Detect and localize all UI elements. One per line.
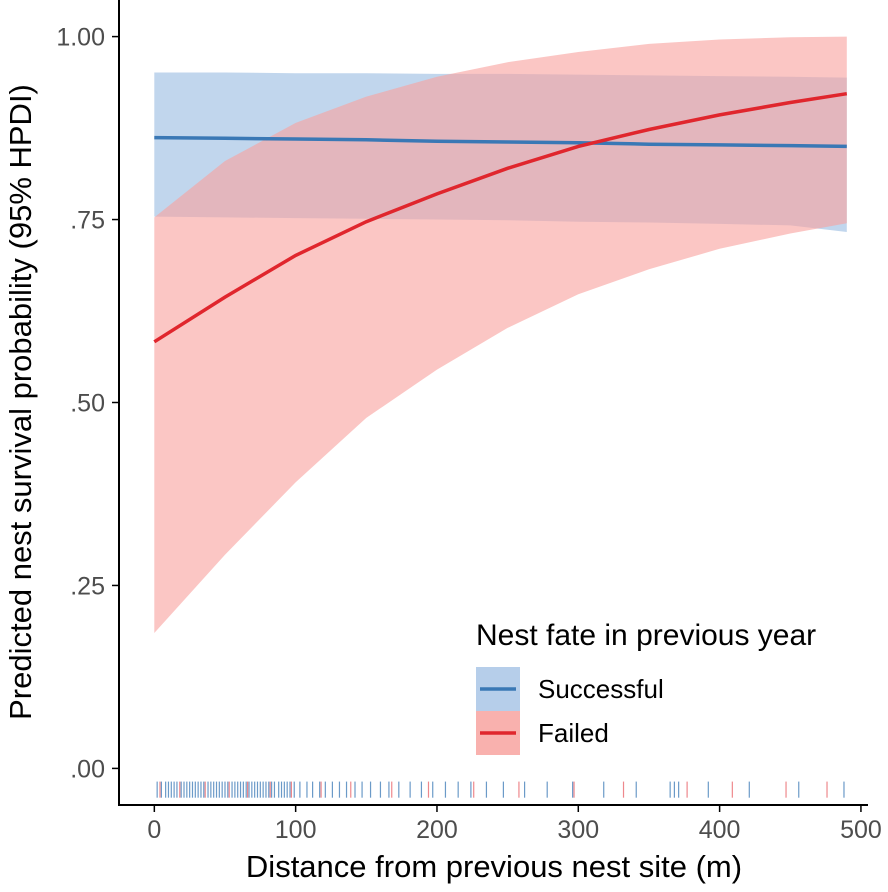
legend-keys: Successful Failed (476, 667, 664, 755)
confidence-bands (154, 36, 847, 634)
y-tick-label: .25 (70, 572, 105, 600)
legend-title: Nest fate in previous year (476, 619, 816, 652)
legend: Nest fate in previous year Successful Fai… (476, 619, 816, 755)
axes: 0 100 200 300 400 500 .00 .25 .50 .75 1.00 (56, 0, 882, 844)
x-tick-label: 500 (840, 816, 882, 844)
legend-label-failed: Failed (538, 718, 609, 748)
x-axis-title: Distance from previous nest site (m) (246, 849, 742, 884)
failed-band (154, 36, 847, 634)
y-tick-label: .50 (70, 390, 105, 418)
series-lines (153, 91, 848, 344)
y-tick-label: .00 (70, 755, 105, 783)
plot-area (153, 36, 848, 798)
y-tick-label: 1.00 (56, 24, 105, 52)
y-axis-title: Predicted nest survival probability (95%… (3, 84, 38, 720)
x-tick-label: 300 (557, 816, 599, 844)
legend-label-successful: Successful (538, 674, 664, 704)
failed-line (153, 91, 848, 344)
x-axis-ticks: 0 100 200 300 400 500 (147, 805, 882, 844)
successful-line (154, 135, 847, 149)
x-tick-label: 400 (699, 816, 741, 844)
x-tick-label: 0 (147, 816, 161, 844)
y-tick-label: .75 (70, 207, 105, 235)
x-tick-label: 200 (416, 816, 458, 844)
rug-marks (156, 781, 845, 798)
x-tick-label: 100 (275, 816, 317, 844)
y-axis-ticks: .00 .25 .50 .75 1.00 (56, 24, 119, 783)
